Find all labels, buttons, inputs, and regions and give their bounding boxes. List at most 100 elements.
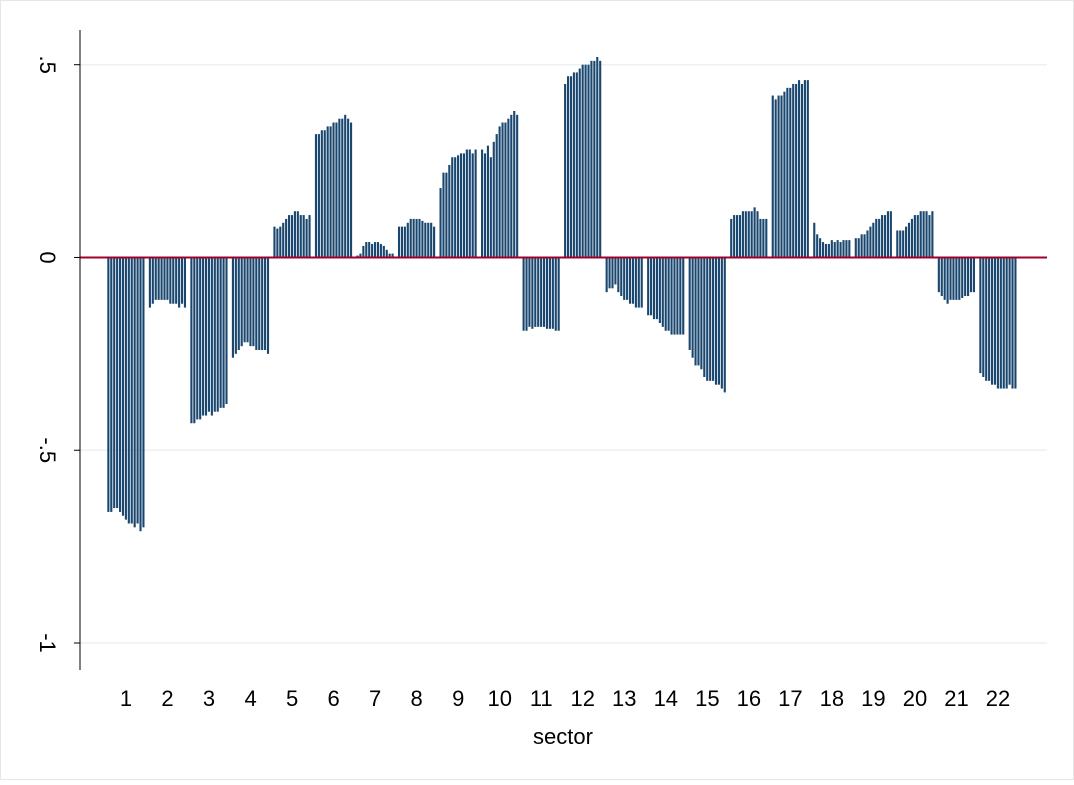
bar [299, 215, 302, 258]
bar [462, 153, 465, 258]
bar [593, 60, 596, 258]
y-tick-label: .5 [35, 56, 60, 74]
bar [296, 211, 299, 258]
bar [400, 226, 404, 258]
bar [712, 257, 715, 381]
bar [972, 257, 975, 293]
bar [949, 257, 952, 300]
bar [249, 257, 252, 347]
bar [225, 257, 228, 404]
bar [492, 141, 495, 258]
bar [771, 95, 774, 258]
bar [1008, 257, 1011, 385]
bar [130, 257, 133, 524]
bar [637, 257, 640, 308]
bar [650, 257, 653, 316]
bar [694, 257, 697, 366]
x-tick-label: 10 [487, 686, 511, 711]
bar [166, 257, 169, 300]
bar [190, 257, 193, 424]
bar [139, 257, 142, 532]
bar [759, 218, 762, 258]
bar [288, 215, 291, 258]
bar [919, 211, 922, 258]
bar [709, 257, 712, 381]
x-tick-label: 7 [369, 686, 381, 711]
bar [614, 257, 617, 285]
bar [913, 215, 916, 258]
bar [373, 242, 377, 258]
bar [513, 110, 516, 258]
bar [990, 257, 994, 385]
bar [231, 257, 234, 358]
bar [1011, 257, 1014, 389]
bar [902, 230, 905, 258]
x-axis-title: sector [533, 724, 593, 749]
bar [133, 257, 136, 528]
bar [1014, 257, 1017, 389]
bar [172, 257, 175, 304]
x-tick-label: 16 [737, 686, 761, 711]
bar [406, 222, 409, 258]
bar [285, 218, 288, 258]
bar [454, 157, 457, 258]
bar [628, 257, 632, 304]
bar [940, 257, 943, 297]
bar [276, 228, 279, 258]
bar [566, 76, 570, 258]
bar [107, 257, 110, 512]
bar [714, 257, 718, 385]
bar [528, 257, 531, 327]
bar [388, 253, 391, 258]
bar [516, 114, 519, 258]
bar [207, 257, 211, 412]
y-tick-label: -.5 [35, 437, 60, 463]
bar [329, 126, 332, 258]
bar [634, 257, 637, 308]
bar [537, 257, 540, 327]
bar [922, 211, 925, 258]
bar [338, 118, 341, 258]
bar [872, 222, 875, 258]
bar [397, 226, 401, 258]
bar [730, 218, 733, 258]
bar [474, 149, 477, 258]
bar [697, 257, 700, 366]
bar [557, 257, 560, 331]
bar [323, 130, 326, 258]
bar [584, 64, 587, 258]
bar [498, 126, 501, 258]
bar [442, 172, 445, 258]
bar [507, 118, 510, 258]
bar [907, 222, 911, 258]
bar [905, 226, 908, 258]
bar [640, 257, 643, 308]
bar [753, 207, 756, 258]
bar [504, 122, 507, 258]
bar [848, 240, 851, 258]
bar [691, 257, 694, 358]
bar [489, 157, 492, 258]
bar [988, 257, 991, 381]
bar [424, 222, 427, 258]
bar [886, 211, 890, 258]
bar [605, 257, 608, 293]
bar [647, 257, 650, 316]
bar [545, 257, 549, 329]
bar [569, 76, 573, 258]
bar [362, 245, 365, 258]
bar [196, 257, 199, 420]
bar [160, 257, 163, 300]
bar [465, 149, 468, 258]
bar [451, 157, 454, 258]
bar [448, 164, 451, 258]
bar [495, 134, 498, 258]
bar [368, 242, 371, 258]
bar [412, 218, 415, 258]
bar [706, 257, 709, 381]
bar [617, 257, 620, 293]
bar [486, 145, 489, 258]
x-tick-label: 14 [654, 686, 678, 711]
bar [459, 153, 463, 258]
